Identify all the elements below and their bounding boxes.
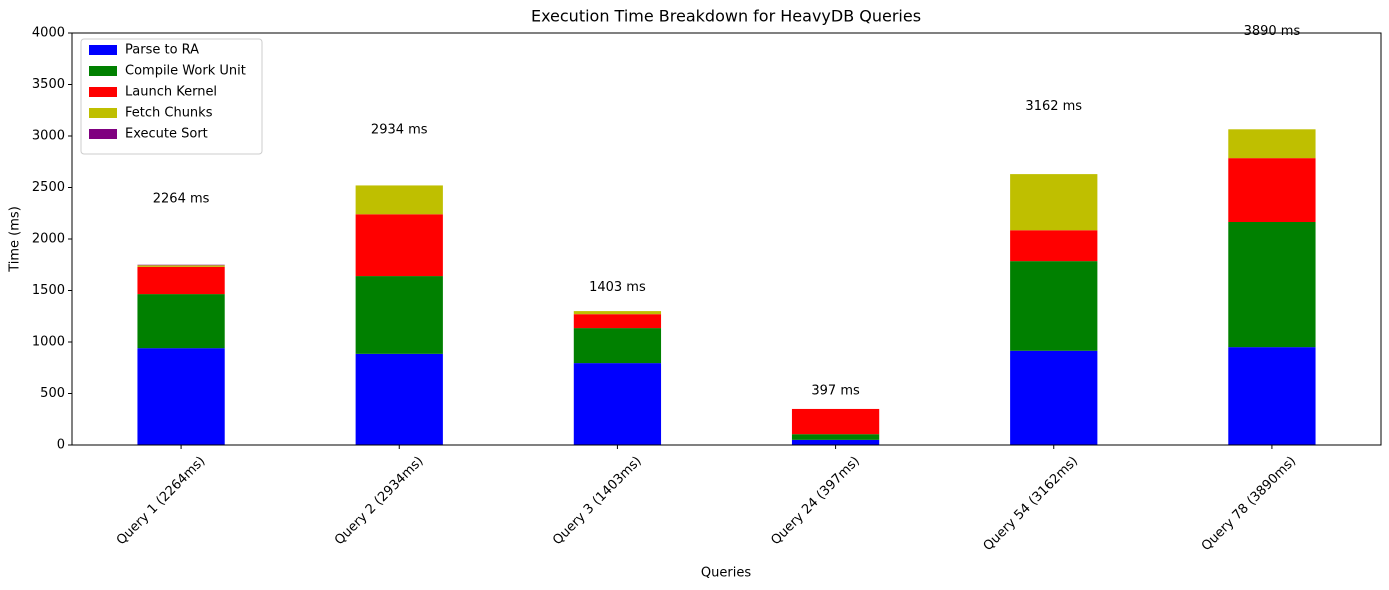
total-label: 1403 ms bbox=[589, 280, 646, 295]
bar-segment bbox=[355, 353, 443, 445]
bar-segment bbox=[573, 328, 662, 364]
plot-frame bbox=[71, 32, 1382, 446]
bar-segment bbox=[1228, 222, 1316, 348]
bar-segment bbox=[137, 348, 225, 445]
legend-label: Launch Kernel bbox=[125, 85, 217, 100]
x-tick-label: Query 3 (1403ms) bbox=[550, 454, 645, 549]
legend-label: Compile Work Unit bbox=[125, 64, 246, 79]
y-tick-label: 3000 bbox=[32, 129, 65, 144]
bar-segment bbox=[137, 266, 225, 295]
total-label: 2264 ms bbox=[153, 191, 210, 206]
bar-segment bbox=[355, 185, 443, 215]
bar-segment bbox=[573, 311, 662, 315]
legend-label: Execute Sort bbox=[125, 127, 208, 142]
bar-segment bbox=[137, 264, 225, 266]
chart-title: Execution Time Breakdown for HeavyDB Que… bbox=[531, 7, 921, 26]
x-tick-label: Query 1 (2264ms) bbox=[114, 454, 209, 549]
total-label: 2934 ms bbox=[371, 122, 428, 137]
legend-swatch bbox=[89, 129, 117, 139]
legend-swatch bbox=[89, 66, 117, 76]
x-tick-label: Query 24 (397ms) bbox=[768, 454, 863, 549]
x-axis-label: Queries bbox=[701, 566, 751, 581]
bar-segment bbox=[355, 214, 443, 277]
y-tick-label: 4000 bbox=[32, 26, 65, 41]
bar-segment bbox=[137, 265, 225, 267]
y-tick-label: 1500 bbox=[32, 283, 65, 298]
bar-segment bbox=[1228, 158, 1316, 223]
bar-segment bbox=[791, 439, 880, 445]
y-tick-label: 2000 bbox=[32, 232, 65, 247]
total-label: 397 ms bbox=[811, 384, 860, 399]
x-tick-label: Query 2 (2934ms) bbox=[332, 454, 427, 549]
y-tick-label: 500 bbox=[40, 386, 65, 401]
x-tick-label: Query 78 (3890ms) bbox=[1199, 454, 1299, 554]
total-label: 3890 ms bbox=[1244, 24, 1301, 39]
bar-segment bbox=[1010, 174, 1098, 231]
legend-swatch bbox=[89, 87, 117, 97]
bar-segment bbox=[1010, 230, 1098, 262]
bar-segment bbox=[791, 408, 880, 435]
x-tick-label: Query 54 (3162ms) bbox=[981, 454, 1081, 554]
legend-box bbox=[80, 38, 263, 155]
y-axis-label: Time (ms) bbox=[8, 206, 23, 273]
y-tick-label: 2500 bbox=[32, 180, 65, 195]
legend-swatch bbox=[89, 45, 117, 55]
bar-segment bbox=[355, 276, 443, 354]
legend-swatch bbox=[89, 108, 117, 118]
bar-segment bbox=[1228, 129, 1316, 159]
legend-label: Fetch Chunks bbox=[125, 106, 213, 121]
total-label: 3162 ms bbox=[1025, 99, 1082, 114]
legend-label: Parse to RA bbox=[125, 43, 199, 58]
bar-segment bbox=[1010, 261, 1098, 351]
bar-segment bbox=[573, 314, 662, 329]
bar-segment bbox=[137, 294, 225, 349]
y-tick-label: 1000 bbox=[32, 335, 65, 350]
bar-segment bbox=[573, 363, 662, 445]
bar-segment bbox=[1228, 347, 1316, 445]
y-tick-label: 0 bbox=[57, 438, 65, 453]
bar-segment bbox=[1010, 350, 1098, 445]
bar-segment bbox=[791, 434, 880, 440]
y-tick-label: 3500 bbox=[32, 77, 65, 92]
